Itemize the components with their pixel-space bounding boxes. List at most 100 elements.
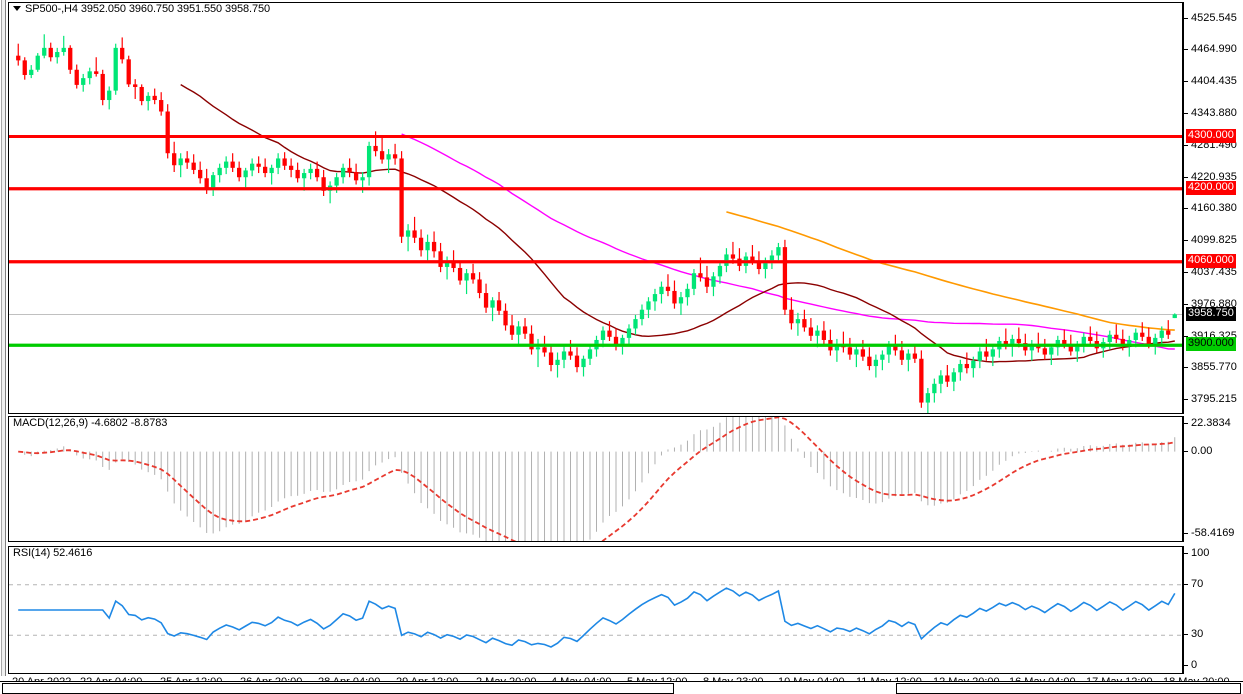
candle-body: [334, 177, 339, 186]
candle-body: [1166, 330, 1171, 335]
macd-tick-mark: [1184, 533, 1188, 534]
candle-body: [152, 95, 157, 101]
price-tick-label: 3976.880: [1191, 298, 1237, 311]
price-tick-label: 4037.435: [1191, 266, 1237, 279]
price-tick-label: 4160.380: [1191, 202, 1237, 215]
ma-fast-line[interactable]: [180, 83, 1175, 363]
candle-body: [776, 247, 781, 256]
candle-body: [100, 73, 105, 101]
candle-body: [1133, 332, 1138, 340]
rsi-chart-canvas[interactable]: [9, 547, 1182, 673]
candle-body: [503, 310, 508, 326]
candle-body: [691, 273, 697, 289]
candle-body: [1081, 336, 1086, 346]
chevron-down-icon[interactable]: [13, 5, 21, 11]
ma-mid-line[interactable]: [401, 133, 1175, 350]
candle-body: [698, 273, 703, 278]
horizontal-scrollbar[interactable]: [0, 681, 1243, 694]
candle-body: [275, 158, 281, 168]
candle-body: [1159, 330, 1164, 338]
candle-body: [815, 330, 820, 336]
rsi-tick-label: 30: [1191, 628, 1204, 641]
candle-body: [211, 175, 216, 189]
rsi-scale[interactable]: 100 70 30 0: [1183, 546, 1243, 674]
macd-panel[interactable]: [8, 416, 1183, 542]
rsi-tick-label: 0: [1191, 659, 1198, 671]
candle-body: [178, 158, 183, 166]
candle-body: [444, 260, 450, 267]
candle-body: [1172, 314, 1177, 319]
price-tick-mark: [1184, 145, 1188, 147]
candle-body: [633, 319, 638, 329]
candle-body: [1068, 344, 1073, 352]
candle-body: [919, 358, 924, 403]
price-panel-label-text: SP500-,H4 3952.050 3960.750 3951.550 395…: [25, 3, 271, 15]
candle-body: [678, 297, 684, 304]
candle-body: [932, 383, 937, 394]
price-scale[interactable]: 4525.545 4464.990 4404.435 4343.880 4281.490…: [1183, 2, 1243, 414]
candle-body: [990, 349, 995, 357]
candle-body: [470, 273, 476, 280]
price-chart-canvas[interactable]: [9, 3, 1182, 413]
candle-body: [120, 47, 125, 60]
candle-body: [1049, 347, 1054, 355]
candle-body: [438, 251, 443, 267]
price-tick-label: 3916.325: [1191, 329, 1237, 342]
price-tick-mark: [1184, 208, 1188, 210]
candle-body: [652, 294, 658, 302]
price-tick-label: 4464.990: [1191, 43, 1237, 56]
candle-body: [522, 326, 528, 334]
candle-body: [217, 167, 222, 176]
candle-body: [958, 363, 963, 373]
macd-panel-label: MACD(12,26,9) -4.6802 -8.8783: [13, 417, 167, 429]
candle-body: [685, 288, 690, 298]
scrollbar-track[interactable]: [2, 683, 1241, 694]
candle-body: [1146, 336, 1151, 345]
candle-body: [880, 354, 885, 360]
candle-body: [847, 347, 853, 355]
scrollbar-thumb-left[interactable]: [2, 683, 674, 694]
candle-body: [256, 163, 261, 167]
candle-body: [133, 84, 138, 87]
candle-body: [431, 241, 437, 252]
candle-body: [1075, 345, 1080, 352]
rsi-tick-mark: [1184, 583, 1188, 585]
macd-scale[interactable]: 22.3834 0.00 -58.4169: [1183, 416, 1243, 542]
price-tick-mark: [1184, 367, 1188, 369]
candle-body: [392, 154, 398, 159]
rsi-tick-label: 70: [1191, 577, 1204, 590]
candle-body: [951, 372, 956, 382]
candle-body: [516, 326, 521, 335]
candle-body: [457, 267, 463, 281]
price-panel[interactable]: [8, 2, 1183, 414]
candle-body: [496, 300, 502, 311]
candle-body: [964, 363, 969, 369]
candle-body: [977, 351, 982, 361]
candle-body: [568, 351, 573, 356]
candlestick-series[interactable]: [16, 34, 1177, 413]
candle-body: [938, 375, 943, 384]
price-tick-mark: [1184, 239, 1188, 241]
macd-signal-line[interactable]: [18, 417, 1175, 541]
candle-body: [243, 170, 248, 178]
price-tick-label: 3855.770: [1191, 361, 1237, 374]
candle-body: [237, 167, 242, 178]
ma-slow-line[interactable]: [726, 211, 1175, 331]
candle-body: [821, 330, 827, 340]
candle-body: [867, 356, 872, 367]
candle-body: [802, 319, 807, 328]
macd-chart-canvas[interactable]: [9, 417, 1182, 541]
rsi-panel[interactable]: [8, 546, 1183, 674]
candle-body: [665, 286, 671, 291]
price-tick-mark: [1184, 176, 1188, 178]
scrollbar-thumb-right[interactable]: [896, 683, 1241, 694]
candle-body: [529, 333, 534, 350]
candle-body: [1029, 344, 1034, 351]
candle-body: [55, 52, 60, 58]
candle-body: [490, 300, 495, 308]
horizontal-levels-group: [9, 135, 1182, 347]
candle-body: [29, 69, 34, 75]
candle-body: [717, 265, 723, 277]
candle-body: [873, 359, 879, 367]
rsi-line[interactable]: [18, 587, 1176, 648]
